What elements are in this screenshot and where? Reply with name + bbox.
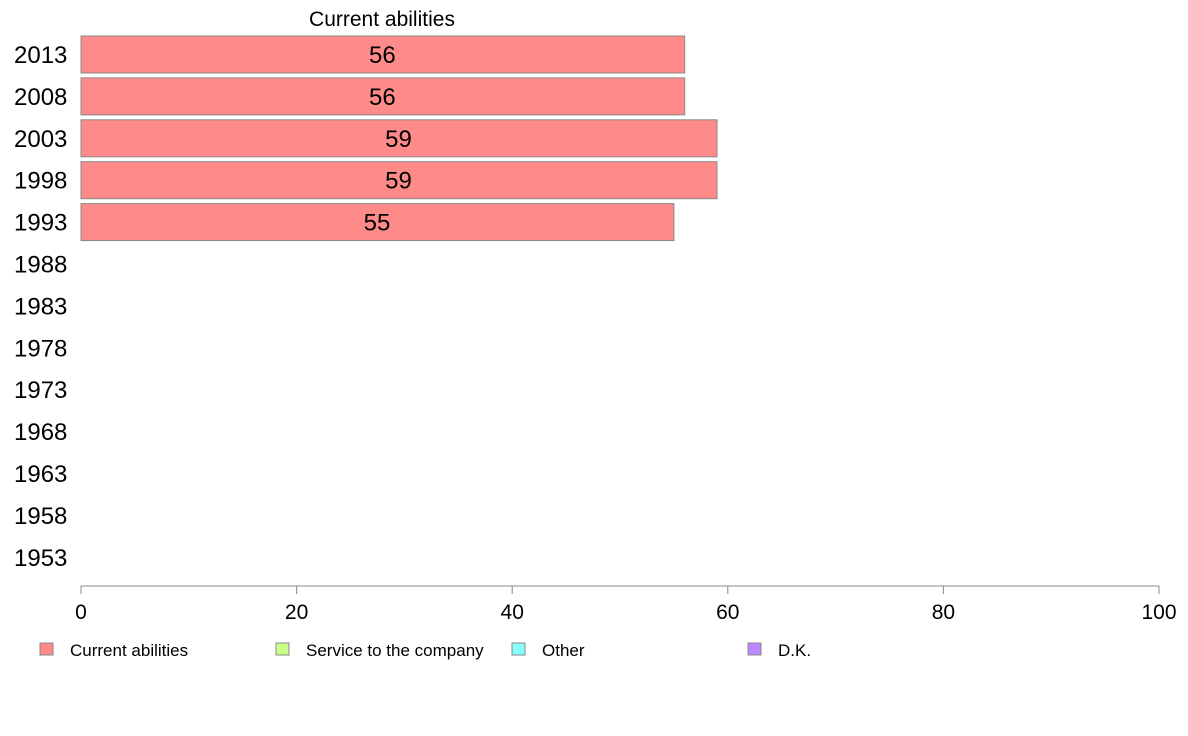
x-tick-label: 20 [285, 601, 308, 624]
x-tick-label: 60 [716, 601, 739, 624]
bar-value-label: 59 [385, 168, 412, 195]
bar-group: 56 56 59 59 55 [80, 35, 718, 242]
x-tick-label: 80 [932, 601, 955, 624]
legend: Current abilities Service to the company O… [39, 641, 811, 660]
bar [80, 161, 718, 200]
category-label: 1978 [14, 335, 67, 362]
legend-label: Service to the company [306, 641, 484, 660]
legend-item: Service to the company [275, 641, 484, 660]
legend-label: Current abilities [70, 641, 188, 660]
bar [80, 77, 686, 116]
category-label: 1968 [14, 419, 67, 446]
series-title: Current abilities [309, 8, 455, 31]
bar-value-label: 56 [369, 84, 396, 111]
x-tick-label: 0 [75, 601, 87, 624]
legend-item: D.K. [747, 641, 811, 660]
category-label: 1953 [14, 545, 67, 572]
category-label: 1973 [14, 377, 67, 404]
legend-swatch [275, 642, 290, 656]
bar-value-label: 56 [369, 42, 396, 69]
x-axis: 0 20 40 60 80 100 [75, 585, 1177, 624]
category-label: 1988 [14, 252, 67, 279]
legend-label: D.K. [778, 641, 811, 660]
category-label: 2003 [14, 126, 67, 153]
legend-label: Other [542, 641, 585, 660]
category-label: 1958 [14, 503, 67, 530]
bar-value-label: 59 [385, 126, 412, 153]
bar [80, 119, 718, 158]
category-label: 1993 [14, 210, 67, 237]
category-labels: 2013 2008 2003 1998 1993 1988 1983 1978 1973 1968… [14, 42, 67, 572]
category-label: 1983 [14, 293, 67, 320]
bar-value-label: 55 [364, 210, 391, 237]
legend-swatch [511, 642, 526, 656]
bar [80, 203, 675, 242]
x-tick-label: 100 [1141, 601, 1176, 624]
category-label: 1998 [14, 168, 67, 195]
legend-swatch [747, 642, 762, 656]
bar [80, 35, 686, 74]
category-label: 1963 [14, 461, 67, 488]
x-tick-label: 40 [501, 601, 524, 624]
category-label: 2013 [14, 42, 67, 69]
legend-swatch [39, 642, 54, 656]
legend-item: Other [511, 641, 585, 660]
category-label: 2008 [14, 84, 67, 111]
legend-item: Current abilities [39, 641, 188, 660]
